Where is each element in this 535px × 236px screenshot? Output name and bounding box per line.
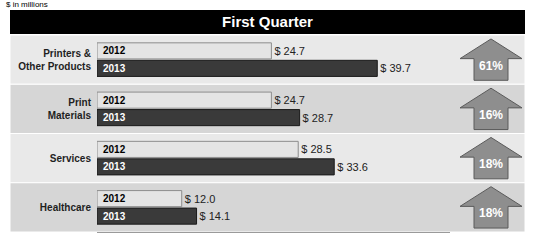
svg-text:$ in millions: $ in millions bbox=[6, 0, 48, 9]
svg-text:Services: Services bbox=[50, 153, 92, 164]
svg-text:$ 33.6: $ 33.6 bbox=[337, 161, 368, 173]
svg-text:First Quarter: First Quarter bbox=[222, 13, 313, 30]
svg-text:Healthcare: Healthcare bbox=[40, 202, 92, 213]
svg-text:16%: 16% bbox=[479, 108, 503, 122]
svg-text:PrintMaterials: PrintMaterials bbox=[48, 97, 92, 121]
svg-text:2013: 2013 bbox=[103, 112, 126, 123]
svg-text:$ 24.7: $ 24.7 bbox=[274, 45, 305, 57]
svg-text:$ 28.5: $ 28.5 bbox=[301, 143, 332, 155]
svg-text:18%: 18% bbox=[479, 157, 503, 171]
svg-text:2013: 2013 bbox=[103, 63, 126, 74]
svg-text:2013: 2013 bbox=[103, 161, 126, 172]
svg-text:2012: 2012 bbox=[103, 144, 126, 155]
svg-text:$ 14.1: $ 14.1 bbox=[200, 210, 231, 222]
svg-text:Printers &Other Products: Printers &Other Products bbox=[18, 48, 91, 72]
svg-text:$ 24.7: $ 24.7 bbox=[274, 94, 305, 106]
svg-text:2013: 2013 bbox=[103, 211, 126, 222]
svg-text:61%: 61% bbox=[479, 59, 503, 73]
svg-text:2012: 2012 bbox=[103, 95, 126, 106]
svg-text:$ 28.7: $ 28.7 bbox=[303, 112, 334, 124]
svg-text:$ 12.0: $ 12.0 bbox=[185, 193, 216, 205]
svg-text:$ 39.7: $ 39.7 bbox=[380, 62, 411, 74]
svg-text:2012: 2012 bbox=[103, 45, 126, 56]
svg-text:18%: 18% bbox=[479, 206, 503, 220]
svg-text:2012: 2012 bbox=[103, 193, 126, 204]
